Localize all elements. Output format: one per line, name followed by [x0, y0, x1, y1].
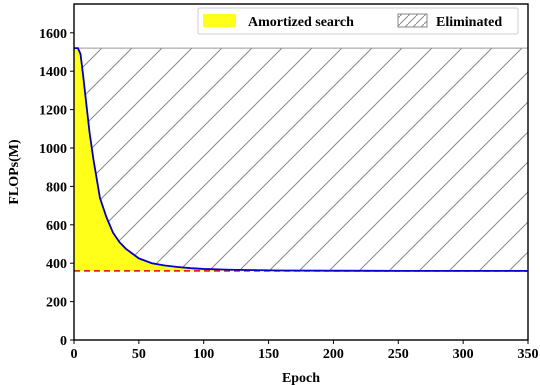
legend-swatch-amortized — [203, 14, 236, 27]
x-tick-label: 50 — [132, 347, 146, 362]
flops-curve — [74, 47, 528, 272]
x-tick-label: 0 — [71, 347, 78, 362]
plot-frame — [73, 3, 529, 341]
legend-label-amortized: Amortized search — [248, 15, 354, 30]
eliminated-region — [74, 48, 528, 271]
y-tick-label: 600 — [46, 219, 67, 234]
y-axis-title: FLOPs(M) — [7, 139, 22, 205]
x-tick-label: 300 — [453, 347, 474, 362]
legend-frame — [197, 7, 519, 35]
y-tick-label: 1200 — [39, 104, 67, 119]
x-tick-label: 100 — [193, 347, 214, 362]
x-tick-label: 150 — [258, 347, 279, 362]
legend-label-eliminated: Eliminated — [436, 15, 502, 30]
amortized-search-region — [74, 48, 528, 271]
y-tick-label: 800 — [46, 180, 67, 195]
legend: Amortized search Eliminated — [197, 7, 519, 35]
legend-swatch-eliminated — [397, 13, 428, 28]
y-tick-label: 0 — [60, 334, 67, 349]
y-tick-label: 1000 — [39, 142, 67, 157]
y-tick-label: 1400 — [39, 65, 67, 80]
y-axis: 0 200 400 600 800 1000 1200 1400 1600 — [39, 27, 74, 349]
x-axis: 0 50 100 150 200 250 300 350 — [71, 340, 539, 362]
y-tick-label: 1600 — [39, 27, 67, 42]
y-tick-label: 200 — [46, 296, 67, 311]
x-tick-label: 250 — [388, 347, 409, 362]
x-axis-title: Epoch — [282, 371, 320, 385]
x-tick-label: 350 — [518, 347, 539, 362]
x-tick-label: 200 — [323, 347, 344, 362]
y-tick-label: 400 — [46, 257, 67, 272]
